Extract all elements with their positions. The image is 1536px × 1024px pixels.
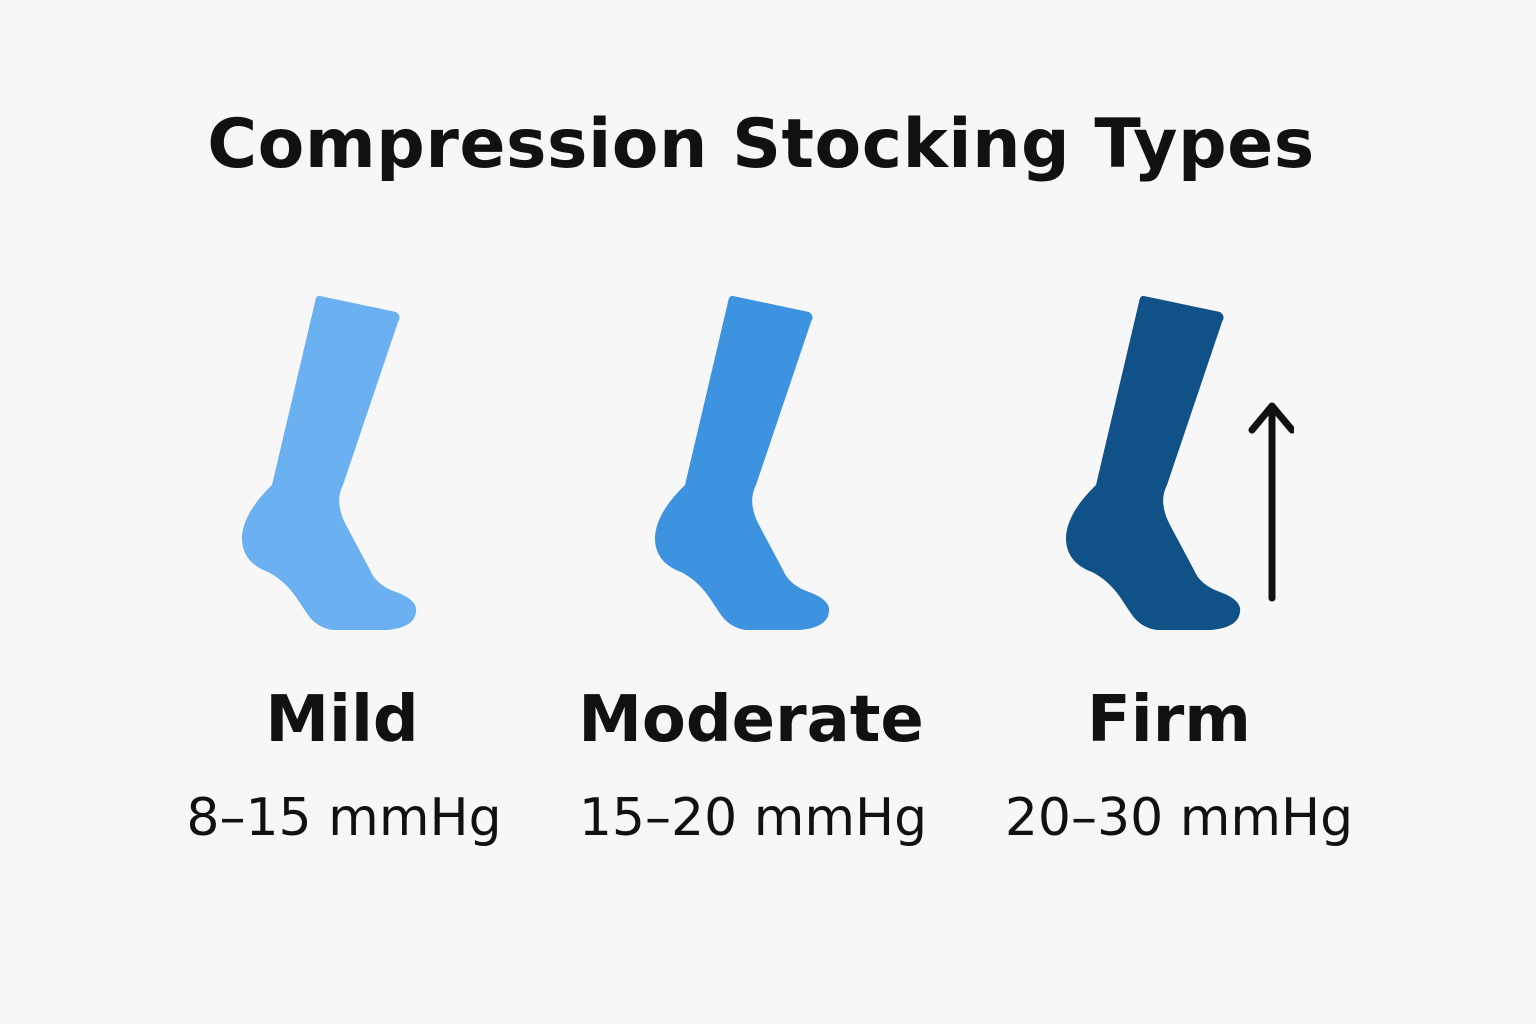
firm-sock-icon: [1065, 295, 1241, 630]
moderate-range: 15–20 mmHg: [578, 788, 928, 848]
firm-label: Firm: [1087, 683, 1251, 757]
mild-label: Mild: [265, 683, 419, 757]
firm-range: 20–30 mmHg: [1004, 788, 1354, 848]
up-arrow-icon: [1248, 402, 1294, 602]
mild-sock-shape: [241, 295, 417, 630]
page-title: Compression Stocking Types: [207, 105, 1315, 184]
moderate-sock-shape: [654, 295, 830, 630]
arrow-head: [1248, 402, 1294, 434]
mild-sock-icon: [241, 295, 417, 630]
firm-sock-shape: [1065, 295, 1241, 630]
moderate-sock-icon: [654, 295, 830, 630]
moderate-label: Moderate: [578, 683, 924, 757]
mild-range: 8–15 mmHg: [186, 788, 502, 848]
